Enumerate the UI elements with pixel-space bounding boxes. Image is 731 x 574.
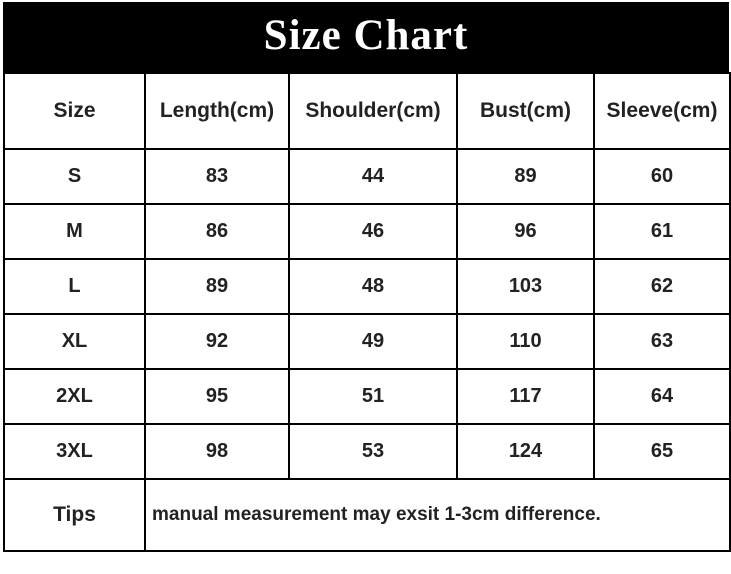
length-cell: 95 — [144, 368, 290, 425]
size-cell: 3XL — [3, 423, 146, 480]
size-cell: XL — [3, 313, 146, 370]
shoulder-cell: 48 — [288, 258, 458, 315]
sleeve-cell: 65 — [593, 423, 731, 480]
shoulder-cell: 49 — [288, 313, 458, 370]
bust-cell: 96 — [456, 203, 595, 260]
length-cell: 83 — [144, 148, 290, 205]
shoulder-cell: 53 — [288, 423, 458, 480]
size-chart-table: Size Length(cm) Shoulder(cm) Bust(cm) Sl… — [3, 72, 731, 552]
sleeve-cell: 61 — [593, 203, 731, 260]
table-row-3xl: 3XL 98 53 124 65 — [3, 423, 731, 480]
tips-row: Tips manual measurement may exsit 1-3cm … — [3, 478, 731, 552]
table-row-s: S 83 44 89 60 — [3, 148, 731, 205]
tips-label: Tips — [3, 478, 146, 552]
size-chart-title-bar: Size Chart — [3, 2, 729, 72]
column-header-sleeve: Sleeve(cm) — [593, 72, 731, 150]
size-cell: L — [3, 258, 146, 315]
column-header-bust: Bust(cm) — [456, 72, 595, 150]
column-header-size: Size — [3, 72, 146, 150]
bust-cell: 103 — [456, 258, 595, 315]
shoulder-cell: 46 — [288, 203, 458, 260]
tips-text: manual measurement may exsit 1-3cm diffe… — [144, 478, 731, 552]
length-cell: 86 — [144, 203, 290, 260]
column-header-length: Length(cm) — [144, 72, 290, 150]
sleeve-cell: 60 — [593, 148, 731, 205]
table-row-2xl: 2XL 95 51 117 64 — [3, 368, 731, 425]
header-row: Size Length(cm) Shoulder(cm) Bust(cm) Sl… — [3, 72, 731, 150]
length-cell: 92 — [144, 313, 290, 370]
sleeve-cell: 62 — [593, 258, 731, 315]
size-cell: 2XL — [3, 368, 146, 425]
table-row-m: M 86 46 96 61 — [3, 203, 731, 260]
table-row-xl: XL 92 49 110 63 — [3, 313, 731, 370]
column-header-shoulder: Shoulder(cm) — [288, 72, 458, 150]
size-chart-title: Size Chart — [263, 11, 469, 59]
bust-cell: 117 — [456, 368, 595, 425]
shoulder-cell: 44 — [288, 148, 458, 205]
sleeve-cell: 64 — [593, 368, 731, 425]
bust-cell: 124 — [456, 423, 595, 480]
length-cell: 89 — [144, 258, 290, 315]
sleeve-cell: 63 — [593, 313, 731, 370]
length-cell: 98 — [144, 423, 290, 480]
size-cell: S — [3, 148, 146, 205]
shoulder-cell: 51 — [288, 368, 458, 425]
bust-cell: 89 — [456, 148, 595, 205]
table-row-l: L 89 48 103 62 — [3, 258, 731, 315]
bust-cell: 110 — [456, 313, 595, 370]
size-cell: M — [3, 203, 146, 260]
